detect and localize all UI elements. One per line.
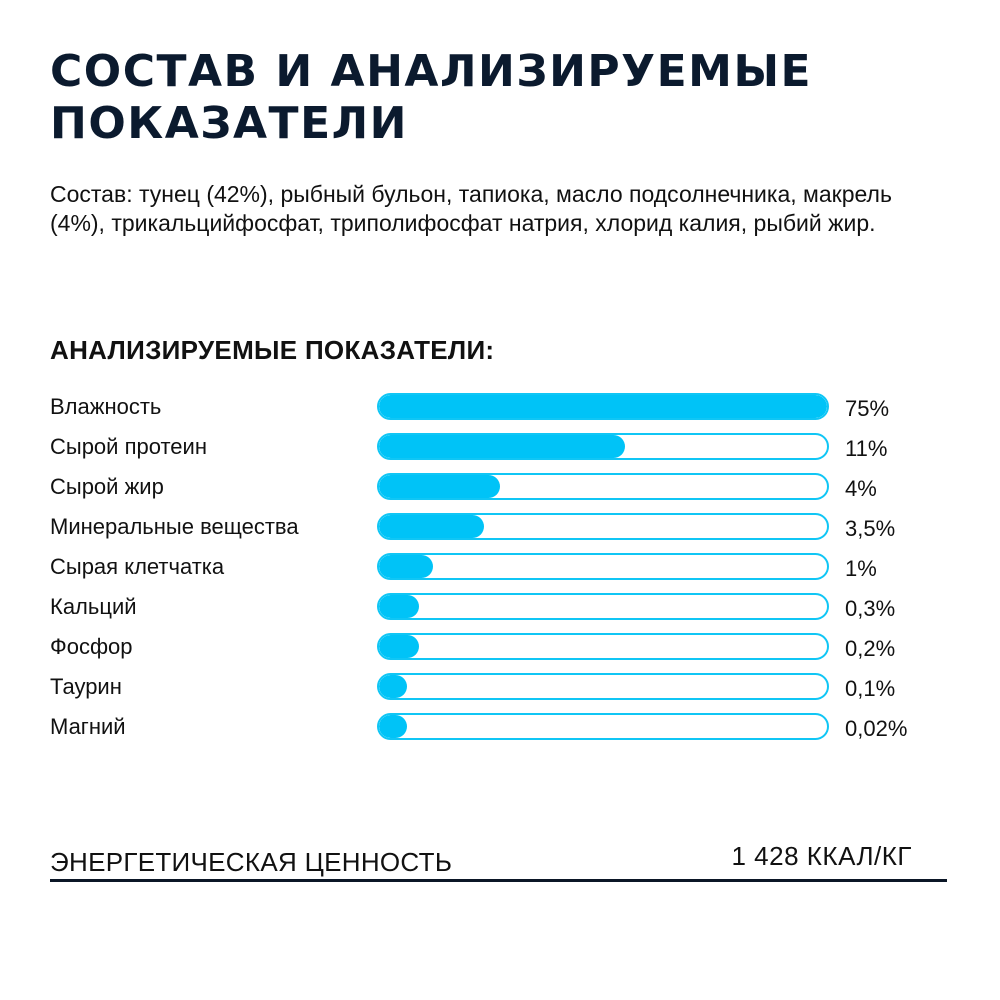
indicator-value: 0,1% [845, 676, 896, 701]
indicator-bar-track [377, 513, 829, 540]
indicator-label: Сырой жир [50, 474, 164, 499]
indicator-bar-fill [379, 595, 419, 618]
indicator-label: Таурин [50, 674, 122, 699]
indicator-bar-fill [379, 675, 407, 698]
indicator-bar-fill [379, 475, 500, 498]
indicator-value: 0,3% [845, 596, 896, 621]
indicator-value: 75% [845, 396, 890, 421]
indicator-row: Сырая клетчатка 1% [0, 553, 1000, 593]
energy-label: ЭНЕРГЕТИЧЕСКАЯ ЦЕННОСТЬ [50, 847, 453, 877]
indicator-bar-fill [379, 635, 419, 658]
indicator-value: 3,5% [845, 516, 896, 541]
indicator-bar-track [377, 713, 829, 740]
indicator-bar-track [377, 593, 829, 620]
indicator-bar-fill [379, 515, 484, 538]
indicator-bar-fill [379, 555, 433, 578]
energy-value: 1 428 ККАЛ/КГ [731, 841, 912, 871]
indicator-label: Минеральные вещества [50, 514, 299, 539]
indicator-row: Сырой жир 4% [0, 473, 1000, 513]
indicator-row: Влажность 75% [0, 393, 1000, 433]
indicators-heading: АНАЛИЗИРУЕМЫЕ ПОКАЗАТЕЛИ: [50, 335, 495, 365]
indicator-bar-track [377, 673, 829, 700]
indicator-row: Таурин 0,1% [0, 673, 1000, 713]
indicator-label: Магний [50, 714, 126, 739]
indicator-row: Кальций 0,3% [0, 593, 1000, 633]
indicator-value: 4% [845, 476, 877, 501]
indicator-bar-track [377, 393, 829, 420]
indicator-bar-track [377, 473, 829, 500]
indicator-row: Минеральные вещества 3,5% [0, 513, 1000, 553]
indicator-row: Фосфор 0,2% [0, 633, 1000, 673]
indicator-label: Влажность [50, 394, 162, 419]
indicator-bar-track [377, 553, 829, 580]
indicator-label: Сырой протеин [50, 434, 207, 459]
indicator-value: 0,2% [845, 636, 896, 661]
page-title: СОСТАВ И АНАЛИЗИРУЕМЫЕ ПОКАЗАТЕЛИ [50, 46, 813, 149]
indicator-bar-track [377, 633, 829, 660]
indicator-row: Магний 0,02% [0, 713, 1000, 753]
indicator-bar-track [377, 433, 829, 460]
indicator-row: Сырой протеин 11% [0, 433, 1000, 473]
indicator-value: 1% [845, 556, 877, 581]
composition-text: Состав: тунец (42%), рыбный бульон, тапи… [50, 181, 892, 236]
indicator-label: Сырая клетчатка [50, 554, 225, 579]
indicator-value: 11% [845, 436, 888, 461]
indicator-bar-fill [379, 395, 827, 418]
indicator-value: 0,02% [845, 716, 908, 741]
indicator-bar-fill [379, 435, 625, 458]
indicator-label: Кальций [50, 594, 137, 619]
energy-divider [50, 879, 947, 882]
indicator-label: Фосфор [50, 634, 133, 659]
indicator-bar-fill [379, 715, 407, 738]
